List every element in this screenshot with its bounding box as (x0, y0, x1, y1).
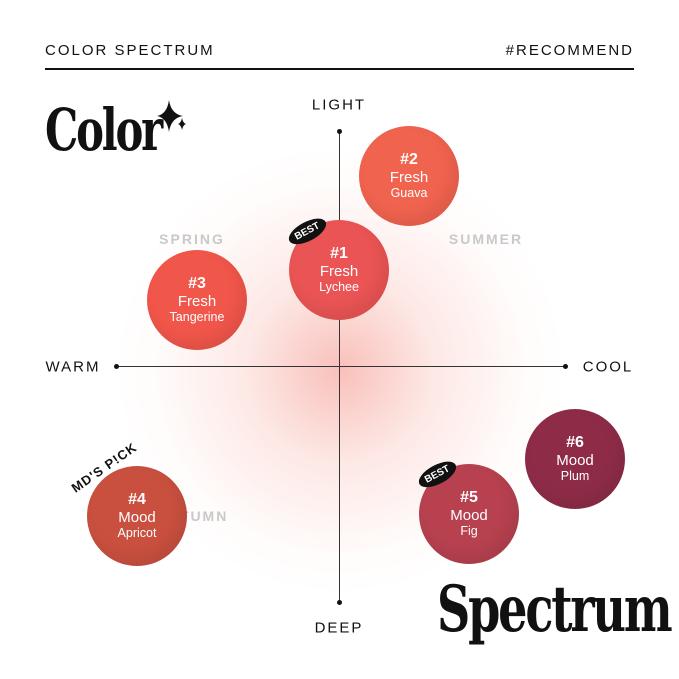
axis-endpoint (563, 364, 568, 369)
season-spring: SPRING (159, 231, 225, 247)
swatch-shade: Guava (390, 186, 428, 200)
swatch-number: #1 (330, 245, 348, 262)
axis-endpoint (337, 129, 342, 134)
swatch-line: Fresh (319, 263, 359, 280)
axis-label-light: LIGHT (311, 96, 367, 114)
swatch-number: #5 (460, 489, 478, 506)
header-right: #RECOMMEND (505, 42, 634, 59)
swatch-line: Fresh (177, 293, 217, 310)
axis-endpoint (337, 600, 342, 605)
season-summer: SUMMER (448, 231, 524, 247)
swatch-line: Mood (450, 507, 488, 524)
four-point-star-icon (157, 100, 186, 132)
swatch-4: #4 Mood Apricot (87, 466, 187, 566)
title-spectrum: Spectrum (437, 572, 673, 647)
swatch-shade: Lychee (319, 280, 359, 294)
swatch-shade: Apricot (117, 526, 157, 540)
swatch-number: #2 (400, 151, 418, 168)
horizontal-axis (116, 366, 565, 367)
header-divider (45, 68, 634, 70)
axis-label-warm: WARM (45, 358, 101, 376)
swatch-6: #6 Mood Plum (525, 409, 625, 509)
swatch-line: Fresh (389, 169, 429, 186)
title-color: Color (45, 96, 163, 164)
swatch-3: #3 Fresh Tangerine (147, 250, 247, 350)
swatch-line: Mood (118, 509, 156, 526)
swatch-number: #6 (566, 434, 584, 451)
swatch-shade: Fig (460, 524, 478, 538)
swatch-number: #4 (128, 491, 146, 508)
swatch-line: Mood (556, 452, 594, 469)
axis-label-deep: DEEP (314, 619, 364, 637)
swatch-shade: Tangerine (169, 310, 225, 324)
axis-endpoint (114, 364, 119, 369)
swatch-2: #2 Fresh Guava (359, 126, 459, 226)
swatch-number: #3 (188, 275, 206, 292)
swatch-shade: Plum (560, 469, 590, 483)
axis-label-cool: COOL (582, 358, 634, 376)
header-left: COLOR SPECTRUM (45, 42, 215, 59)
